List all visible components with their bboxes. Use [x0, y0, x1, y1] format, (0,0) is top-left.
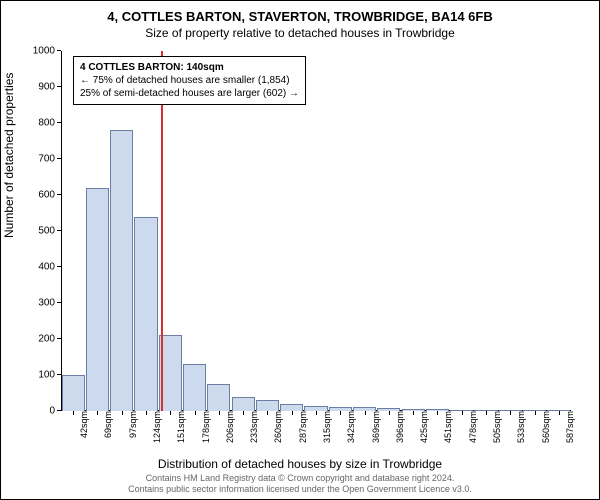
x-tick-mark — [73, 411, 74, 415]
x-tick-label: 342sqm — [340, 411, 356, 443]
y-tick-label: 0 — [49, 406, 61, 417]
reference-line — [161, 51, 163, 411]
x-tick-mark — [559, 411, 560, 415]
histogram-bar — [207, 384, 230, 411]
histogram-bar — [134, 217, 157, 411]
x-tick-mark — [413, 411, 414, 415]
x-tick-mark — [365, 411, 366, 415]
y-tick-mark — [57, 194, 61, 195]
footer-line-1: Contains HM Land Registry data © Crown c… — [1, 473, 599, 484]
y-tick-label: 400 — [38, 262, 61, 273]
x-tick-label: 260sqm — [267, 411, 283, 443]
x-tick-mark — [389, 411, 390, 415]
y-tick-mark — [57, 230, 61, 231]
x-tick-mark — [267, 411, 268, 415]
x-tick-label: 42sqm — [73, 411, 89, 438]
y-tick-label: 200 — [38, 334, 61, 345]
plot-area: 4 COTTLES BARTON: 140sqm ← 75% of detach… — [61, 51, 571, 411]
x-tick-label: 315sqm — [316, 411, 332, 443]
y-tick-mark — [57, 410, 61, 411]
annotation-box: 4 COTTLES BARTON: 140sqm ← 75% of detach… — [73, 56, 306, 105]
y-tick-mark — [57, 50, 61, 51]
x-tick-label: 425sqm — [413, 411, 429, 443]
x-tick-label: 478sqm — [462, 411, 478, 443]
histogram-bar — [110, 130, 133, 411]
histogram-bar — [256, 400, 279, 411]
x-tick-label: 451sqm — [437, 411, 453, 443]
y-tick-mark — [57, 158, 61, 159]
y-tick-label: 300 — [38, 298, 61, 309]
x-tick-mark — [170, 411, 171, 415]
histogram-bar — [86, 188, 109, 411]
chart-subtitle: Size of property relative to detached ho… — [1, 24, 599, 40]
x-tick-mark — [535, 411, 536, 415]
y-tick-mark — [57, 86, 61, 87]
x-tick-label: 69sqm — [97, 411, 113, 438]
y-tick-label: 700 — [38, 154, 61, 165]
x-tick-mark — [340, 411, 341, 415]
chart-container: 4, COTTLES BARTON, STAVERTON, TROWBRIDGE… — [0, 0, 600, 500]
x-tick-label: 124sqm — [146, 411, 162, 443]
y-tick-mark — [57, 374, 61, 375]
y-axis-label: Number of detached properties — [2, 73, 16, 238]
x-tick-mark — [510, 411, 511, 415]
y-tick-label: 600 — [38, 190, 61, 201]
x-tick-mark — [97, 411, 98, 415]
x-tick-label: 369sqm — [365, 411, 381, 443]
footer-line-2: Contains public sector information licen… — [1, 484, 599, 495]
x-axis-label: Distribution of detached houses by size … — [1, 457, 599, 471]
y-tick-label: 900 — [38, 82, 61, 93]
y-tick-label: 500 — [38, 226, 61, 237]
x-tick-label: 533sqm — [510, 411, 526, 443]
x-tick-label: 206sqm — [219, 411, 235, 443]
y-tick-mark — [57, 338, 61, 339]
x-tick-mark — [462, 411, 463, 415]
histogram-bar — [183, 364, 206, 411]
y-tick-mark — [57, 302, 61, 303]
x-tick-mark — [486, 411, 487, 415]
x-tick-label: 560sqm — [535, 411, 551, 443]
x-tick-mark — [437, 411, 438, 415]
footer: Contains HM Land Registry data © Crown c… — [1, 473, 599, 495]
x-tick-mark — [146, 411, 147, 415]
y-tick-mark — [57, 122, 61, 123]
histogram-bar — [62, 375, 85, 411]
annotation-title: 4 COTTLES BARTON: 140sqm — [80, 61, 299, 74]
x-tick-label: 233sqm — [243, 411, 259, 443]
x-tick-label: 287sqm — [292, 411, 308, 443]
x-tick-mark — [316, 411, 317, 415]
annotation-line-larger: 25% of semi-detached houses are larger (… — [80, 87, 299, 100]
chart-title: 4, COTTLES BARTON, STAVERTON, TROWBRIDGE… — [1, 1, 599, 24]
histogram-bar — [232, 397, 255, 411]
annotation-line-smaller: ← 75% of detached houses are smaller (1,… — [80, 74, 299, 87]
histogram-bar — [280, 404, 303, 411]
y-tick-label: 1000 — [33, 46, 61, 57]
y-tick-mark — [57, 266, 61, 267]
y-tick-label: 100 — [38, 370, 61, 381]
x-tick-label: 151sqm — [170, 411, 186, 443]
x-tick-mark — [292, 411, 293, 415]
x-tick-mark — [122, 411, 123, 415]
x-tick-label: 97sqm — [122, 411, 138, 438]
x-tick-mark — [219, 411, 220, 415]
x-tick-label: 587sqm — [559, 411, 575, 443]
x-tick-label: 178sqm — [195, 411, 211, 443]
x-tick-mark — [243, 411, 244, 415]
y-tick-label: 800 — [38, 118, 61, 129]
x-tick-mark — [195, 411, 196, 415]
bars-group — [61, 51, 571, 411]
x-tick-label: 396sqm — [389, 411, 405, 443]
x-tick-label: 505sqm — [486, 411, 502, 443]
